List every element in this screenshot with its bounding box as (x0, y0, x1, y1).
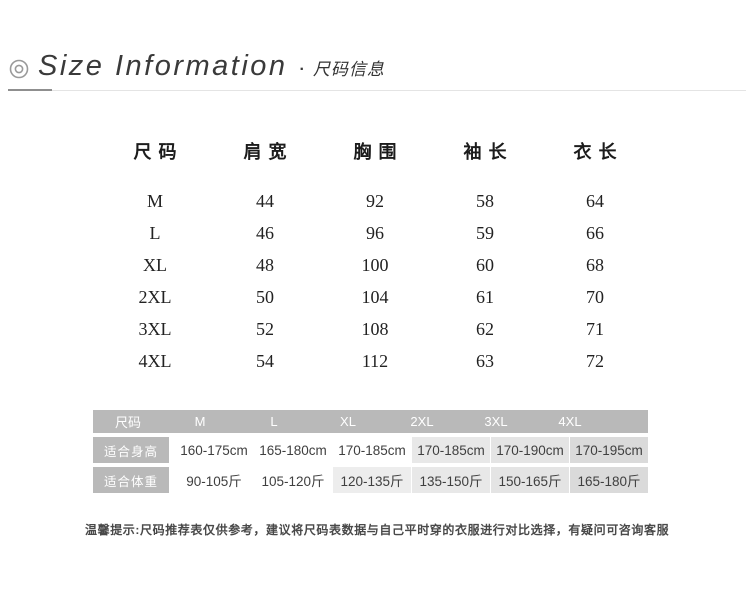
table-row-height: 适合身高 160-175cm 165-180cm 170-185cm 170-1… (93, 437, 648, 463)
table-row: 4XL 54 112 63 72 (100, 345, 650, 377)
chest-value: 92 (366, 190, 384, 211)
fit-header-4xl: 4XL (558, 414, 582, 429)
shoulder-value: 54 (256, 350, 274, 371)
size-label: M (146, 190, 163, 211)
shoulder-value: 46 (256, 222, 274, 243)
fit-row-label: 适合体重 (93, 467, 169, 493)
weight-value: 135-150斤 (412, 467, 490, 493)
sleeve-value: 58 (476, 190, 494, 211)
section-title-en: Size Information (38, 50, 288, 82)
fit-header-xl: XL (340, 414, 356, 429)
fit-table-header-row: 尺码 M L XL 2XL 3XL 4XL (93, 410, 648, 433)
fit-header-size: 尺码 (114, 415, 141, 430)
weight-value: 120-135斤 (333, 467, 411, 493)
header-underline-dark (8, 89, 52, 91)
length-value: 72 (586, 350, 604, 371)
table-row: 2XL 50 104 61 70 (100, 281, 650, 313)
column-header-sleeve: 袖长 (463, 142, 514, 162)
sleeve-value: 60 (476, 254, 494, 275)
chest-value: 112 (361, 350, 389, 371)
weight-value: 165-180斤 (570, 467, 648, 493)
column-header-length: 衣长 (573, 142, 624, 162)
length-value: 71 (586, 318, 604, 339)
fit-header-m: M (194, 414, 206, 429)
weight-value: 90-105斤 (175, 467, 253, 493)
table-row: M 44 92 58 64 (100, 185, 650, 217)
length-value: 68 (586, 254, 604, 275)
size-label: 4XL (138, 350, 172, 371)
size-label: XL (143, 254, 167, 275)
divider (169, 467, 174, 493)
shoulder-value: 52 (256, 318, 274, 339)
shoulder-value: 50 (256, 286, 274, 307)
length-value: 66 (586, 222, 604, 243)
weight-value: 105-120斤 (254, 467, 332, 493)
fit-row-label: 适合身高 (93, 437, 169, 463)
size-table-body: M 44 92 58 64 L 46 96 59 66 XL 48 100 60… (100, 185, 650, 377)
shoulder-value: 44 (256, 190, 274, 211)
size-label: L (149, 222, 161, 243)
size-measurements-table: 尺码 肩宽 胸围 袖长 衣长 M 44 92 58 64 L 46 96 59 … (100, 138, 650, 377)
fit-header-2xl: 2XL (410, 414, 434, 429)
column-header-size: 尺码 (133, 142, 184, 162)
column-header-chest: 胸围 (353, 142, 404, 162)
sleeve-value: 59 (476, 222, 494, 243)
chest-value: 104 (361, 286, 389, 307)
height-value: 165-180cm (254, 437, 332, 463)
section-header: Size Information · 尺码信息 (8, 52, 385, 81)
sleeve-value: 62 (476, 318, 494, 339)
shoulder-value: 48 (256, 254, 274, 275)
weight-value: 150-165斤 (491, 467, 569, 493)
fit-recommendation-table: 尺码 M L XL 2XL 3XL 4XL 适合身高 160-175cm 165… (93, 410, 648, 493)
fit-header-l: L (270, 414, 278, 429)
title-separator-dot: · (299, 60, 305, 78)
size-label: 2XL (138, 286, 172, 307)
chest-value: 100 (361, 254, 389, 275)
height-value: 170-185cm (412, 437, 490, 463)
height-value: 170-190cm (491, 437, 569, 463)
table-row: XL 48 100 60 68 (100, 249, 650, 281)
length-value: 70 (586, 286, 604, 307)
fit-header-3xl: 3XL (484, 414, 508, 429)
section-title-zh: 尺码信息 (312, 60, 385, 79)
sleeve-value: 61 (476, 286, 494, 307)
table-row: L 46 96 59 66 (100, 217, 650, 249)
table-row-weight: 适合体重 90-105斤 105-120斤 120-135斤 135-150斤 … (93, 467, 648, 493)
warm-tip-text: 温馨提示:尺码推荐表仅供参考，建议将尺码表数据与自己平时穿的衣服进行对比选择，有… (85, 523, 670, 537)
height-value: 170-195cm (570, 437, 648, 463)
divider (169, 437, 174, 463)
double-circle-icon (9, 59, 29, 78)
header-underline-light (52, 90, 746, 91)
height-value: 160-175cm (175, 437, 253, 463)
sleeve-value: 63 (476, 350, 494, 371)
length-value: 64 (586, 190, 604, 211)
size-label: 3XL (138, 318, 172, 339)
size-table-header-row: 尺码 肩宽 胸围 袖长 衣长 (100, 138, 650, 164)
table-row: 3XL 52 108 62 71 (100, 313, 650, 345)
chest-value: 108 (361, 318, 389, 339)
column-header-shoulder: 肩宽 (243, 142, 294, 162)
height-value: 170-185cm (333, 437, 411, 463)
chest-value: 96 (366, 222, 384, 243)
